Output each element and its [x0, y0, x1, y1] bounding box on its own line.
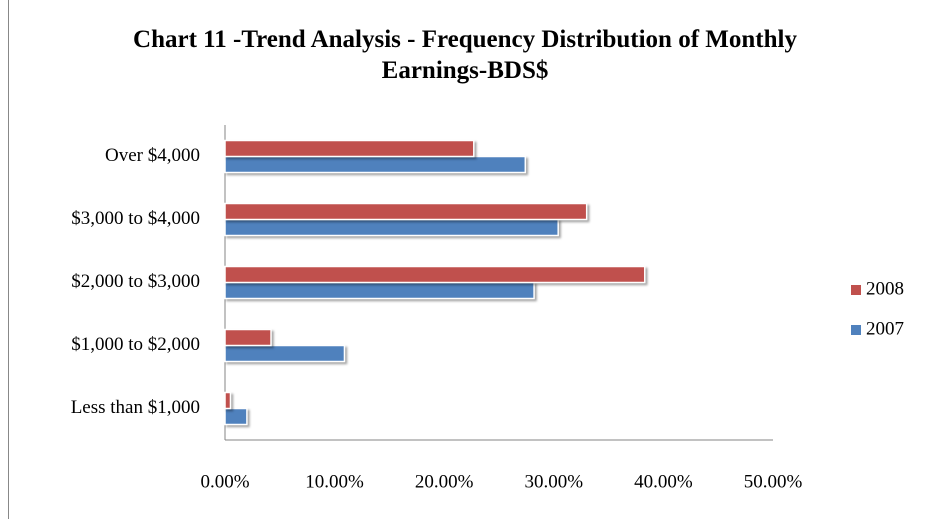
- bar: [224, 344, 346, 363]
- y-tick-label: $3,000 to $4,000: [71, 208, 200, 229]
- bar: [224, 265, 646, 284]
- x-tick-label: 20.00%: [415, 471, 474, 492]
- chart-title: Chart 11 -Trend Analysis - Frequency Dis…: [133, 26, 797, 84]
- y-tick-label: $2,000 to $3,000: [71, 271, 200, 292]
- x-tick-label: 50.00%: [744, 471, 803, 492]
- bar: [224, 281, 535, 300]
- x-tick-label: 0.00%: [200, 471, 249, 492]
- y-tick-label: Less than $1,000: [71, 397, 200, 418]
- legend-swatch: [851, 325, 861, 335]
- x-tick-label: 30.00%: [525, 471, 584, 492]
- legend-label: 2007: [866, 318, 904, 339]
- legend-swatch: [851, 285, 861, 295]
- legend-label: 2008: [866, 278, 904, 299]
- bar: [224, 218, 559, 237]
- y-tick-label: Over $4,000: [105, 145, 200, 166]
- y-tick-label: $1,000 to $2,000: [71, 334, 200, 355]
- bar: [224, 155, 527, 174]
- bar: [224, 202, 588, 221]
- bar: [224, 139, 475, 158]
- bar: [224, 328, 272, 347]
- frame-border: [8, 0, 930, 519]
- bar: [224, 407, 248, 426]
- x-tick-label: 40.00%: [634, 471, 693, 492]
- bar: [224, 391, 232, 410]
- x-tick-label: 10.00%: [305, 471, 364, 492]
